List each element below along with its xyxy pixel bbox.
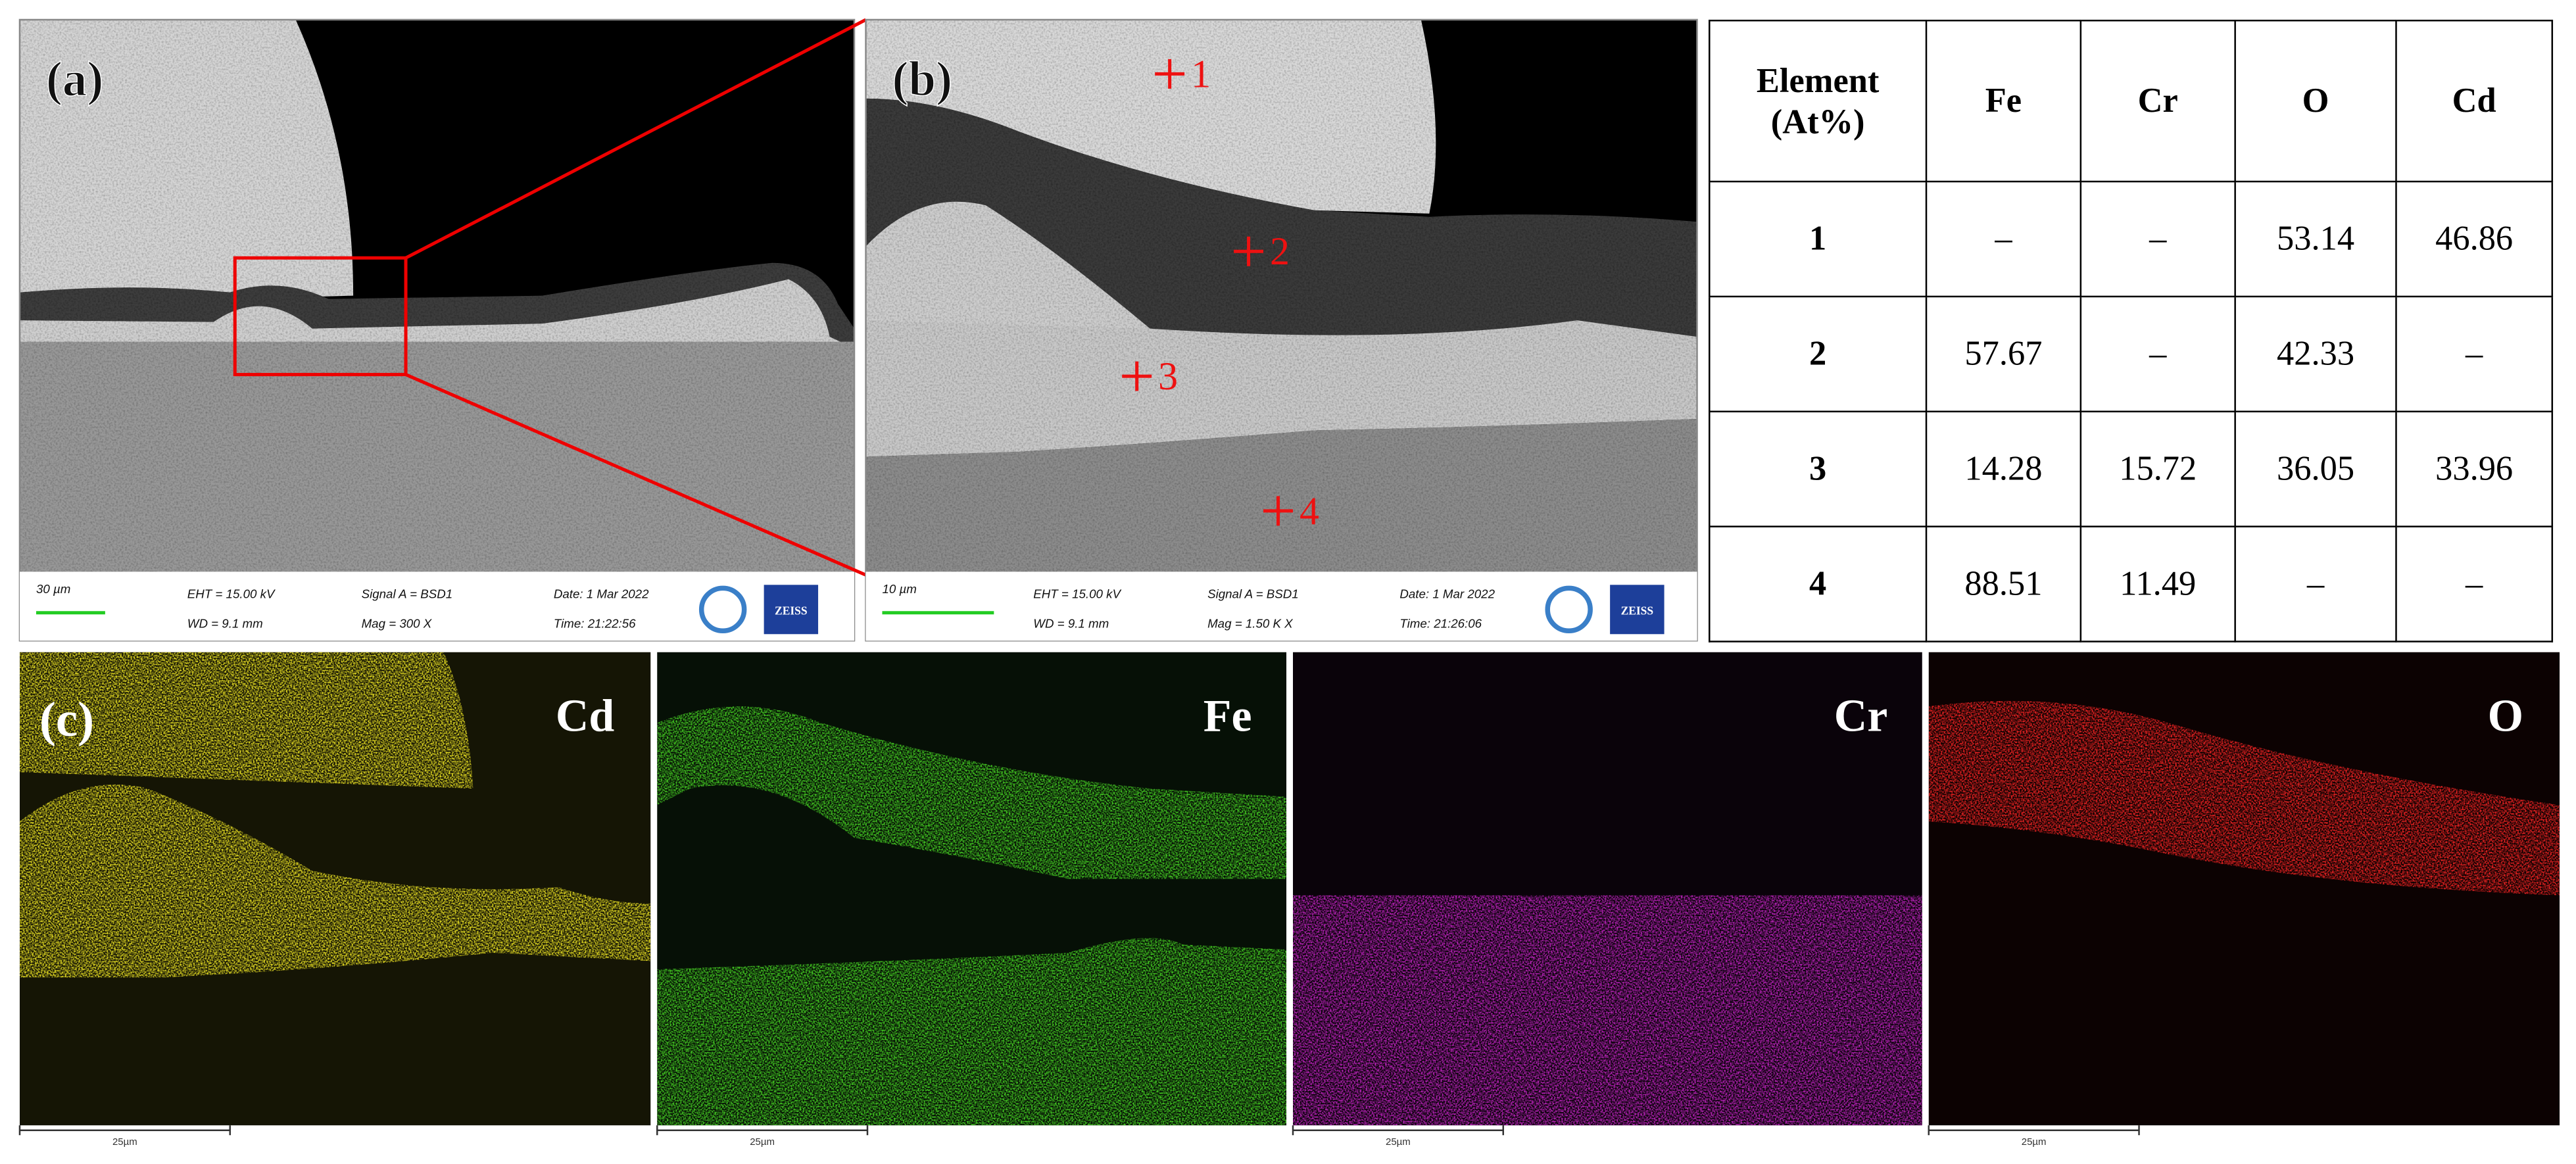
scale-label: 25µm <box>2022 1136 2047 1148</box>
composition-table: Element (At%) Fe Cr O Cd 1– –53.14 46.86 2 57.67–… <box>1709 19 2554 643</box>
table-row: 2 57.67–42.33– <box>1709 295 2554 413</box>
table-cell: 42.33 <box>2234 295 2397 413</box>
table-cell: Element (At%) <box>1709 19 1928 183</box>
info-text: EHT = 15.00 kV <box>187 587 276 600</box>
zoom-line <box>404 18 867 260</box>
brand-text: ZEISS <box>1621 604 1654 617</box>
element-label: O <box>2488 691 2523 742</box>
zoom-box <box>233 256 408 377</box>
table-cell: – <box>2395 525 2554 643</box>
info-text: EHT = 15.00 kV <box>1033 587 1121 600</box>
table-cell: – <box>1925 180 2082 298</box>
map-cr <box>1293 652 1922 1126</box>
table-cell: O <box>2234 19 2397 183</box>
table-cell: 4 <box>1709 525 1928 643</box>
point-label: 1 <box>1191 52 1211 95</box>
info-text: WD = 9.1 mm <box>1033 616 1109 630</box>
table-cell: 53.14 <box>2234 180 2397 298</box>
table-cell: Fe <box>1925 19 2082 183</box>
scale-label: 25µm <box>750 1136 775 1148</box>
table-cell: – <box>2079 180 2236 298</box>
info-text: Date: 1 Mar 2022 <box>554 587 649 600</box>
table-cell: 1 <box>1709 180 1928 298</box>
table-cell: – <box>2079 295 2236 413</box>
panel-label: (b) <box>892 52 952 107</box>
panel-label: (a) <box>46 52 103 107</box>
table-cell: 15.72 <box>2079 410 2236 527</box>
map-fe <box>657 652 1287 1126</box>
panel-label: (c) <box>39 692 94 747</box>
table-cell: – <box>2395 295 2554 413</box>
info-text: WD = 9.1 mm <box>187 616 263 630</box>
annotations: (a) (b) (c) 30 µm EHT = 15.00 kV WD = 9.1 mm S… <box>18 51 2523 1148</box>
table-row: 1– –53.14 46.86 <box>1709 180 2554 298</box>
element-label: Cd <box>556 691 615 742</box>
zoom-line <box>405 373 867 577</box>
info-text: Signal A = BSD1 <box>362 587 453 600</box>
brand-logo <box>764 585 819 635</box>
table-cell: 11.49 <box>2079 525 2236 643</box>
table-cell: 14.28 <box>1925 410 2082 527</box>
table-cell: 36.05 <box>2234 410 2397 527</box>
scale-label: 25µm <box>112 1136 137 1148</box>
info-text: Mag = 1.50 K X <box>1207 616 1294 630</box>
table-cell: 2 <box>1709 295 1928 413</box>
map-cd <box>19 652 651 1126</box>
table-row: 3 14.28 15.72 36.05 33.96 <box>1709 410 2554 527</box>
element-label: Fe <box>1203 691 1252 742</box>
info-text: Date: 1 Mar 2022 <box>1399 587 1495 600</box>
element-label: Cr <box>1834 691 1888 742</box>
info-text: Time: 21:26:06 <box>1399 616 1482 630</box>
info-text: Signal A = BSD1 <box>1207 587 1299 600</box>
scale-label: 25µm <box>1386 1136 1411 1148</box>
logo <box>1545 585 1593 634</box>
table-cell: 88.51 <box>1925 525 2082 643</box>
table-cell: Cr <box>2079 19 2236 183</box>
map-o <box>1928 652 2560 1126</box>
info-text: Time: 21:22:56 <box>554 616 636 630</box>
table-cell: – <box>2234 525 2397 643</box>
brand-text: ZEISS <box>775 604 808 617</box>
sem-image-b <box>865 19 1697 572</box>
table-cell: 3 <box>1709 410 1928 527</box>
table-row: Element (At%) Fe Cr O Cd <box>1709 19 2554 183</box>
table-cell: 46.86 <box>2395 180 2554 298</box>
table-cell: 33.96 <box>2395 410 2554 527</box>
scale-label: 30 µm <box>36 582 70 596</box>
sem-image-a <box>19 19 855 572</box>
scale-label: 10 µm <box>882 582 916 596</box>
point-label: 2 <box>1270 230 1290 273</box>
table-row: 4 88.51 11.49– – <box>1709 525 2554 643</box>
info-text: Mag = 300 X <box>362 616 433 630</box>
brand-logo <box>1610 585 1665 635</box>
point-label: 3 <box>1158 354 1178 398</box>
table-cell: Cd <box>2395 19 2554 183</box>
point-label: 4 <box>1300 489 1319 533</box>
table-cell: 57.67 <box>1925 295 2082 413</box>
logo <box>698 585 747 634</box>
